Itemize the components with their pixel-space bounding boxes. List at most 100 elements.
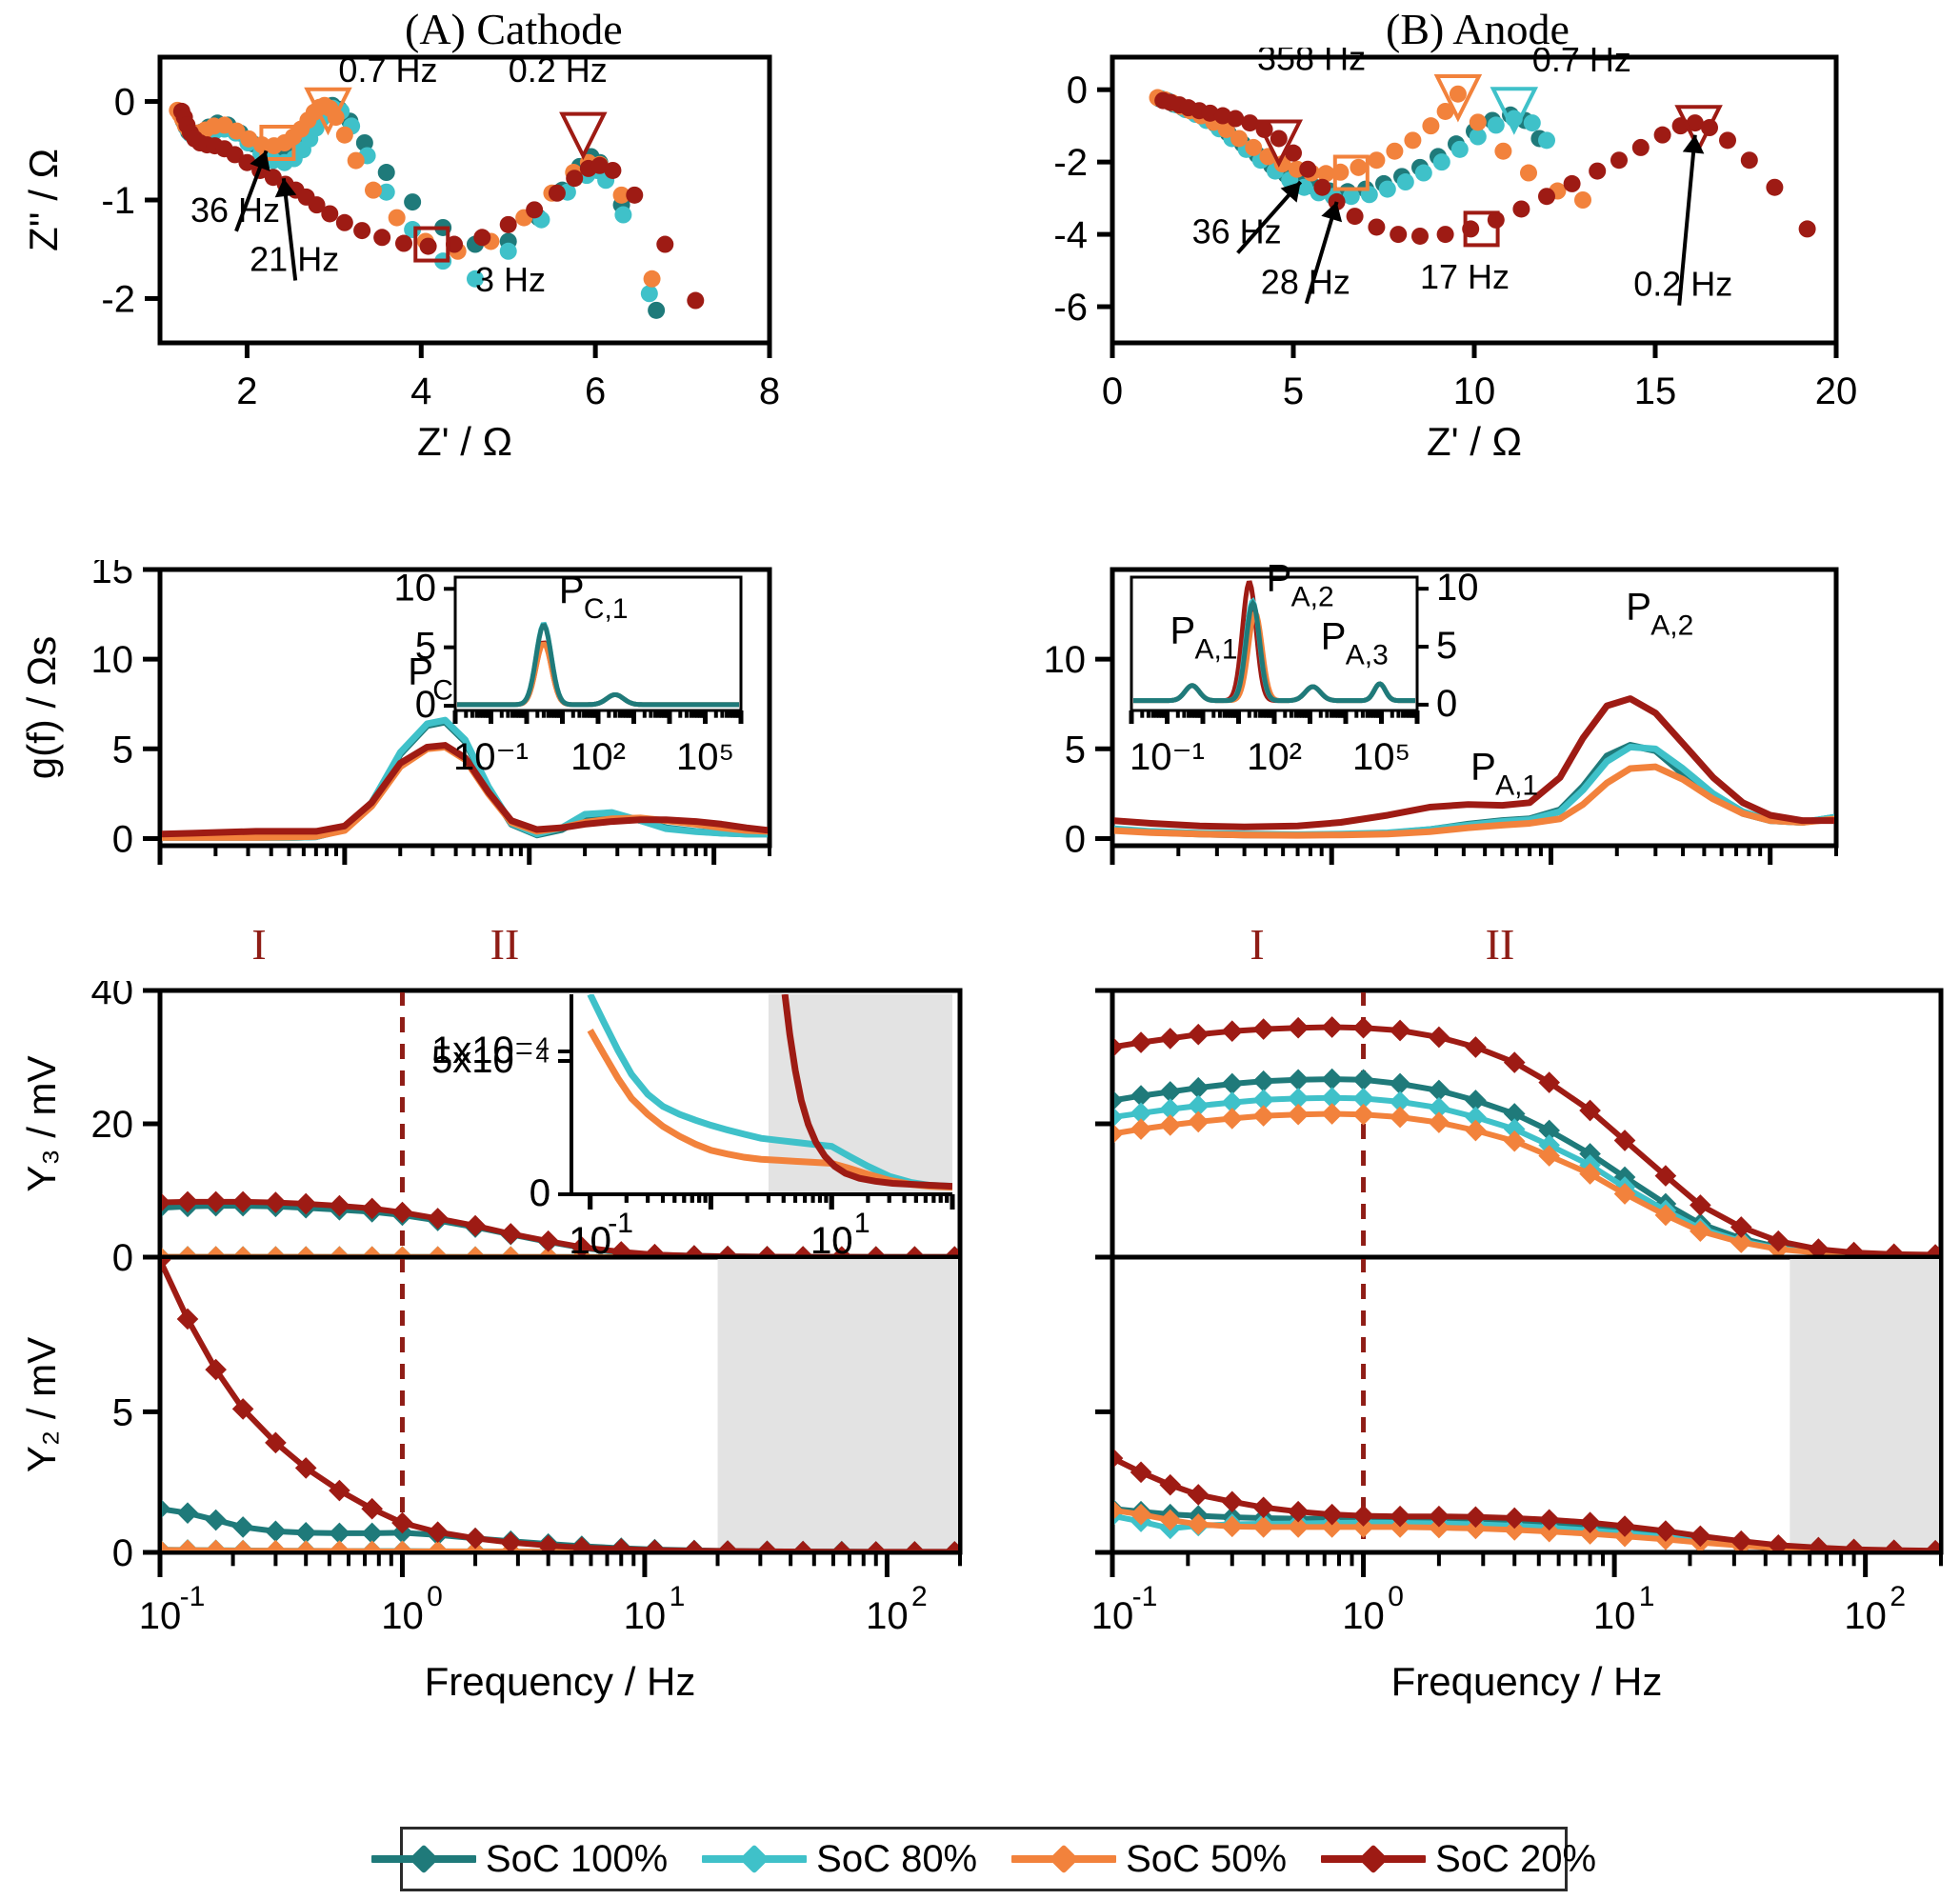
- inset-y-tick-label: 0: [415, 684, 436, 726]
- y3-data-point: [427, 1246, 449, 1255]
- inset-y-tick-label: 5: [415, 626, 436, 668]
- y2-data-point: [1690, 1525, 1711, 1548]
- y3-data-point: [265, 1246, 287, 1255]
- data-point: [1378, 180, 1396, 198]
- y2-data-point: [391, 1511, 413, 1534]
- data-point: [566, 170, 584, 188]
- y-tick-label: 5: [1065, 729, 1086, 770]
- peak-label-subscript: A,2: [1650, 610, 1693, 642]
- x-axis-label: Frequency / Hz: [425, 1659, 696, 1704]
- data-point: [1487, 116, 1505, 134]
- y-axis-label: g(f) / Ωs: [19, 636, 64, 779]
- y3-data-point: [1579, 1143, 1601, 1165]
- y3-data-point: [1883, 1243, 1906, 1255]
- y2-data-point: [1321, 1516, 1343, 1538]
- x-tick-label: 10: [866, 1595, 909, 1637]
- y2-data-point: [1613, 1515, 1636, 1537]
- y3-data-point: [1287, 1103, 1310, 1126]
- y3-data-point: [1428, 1026, 1450, 1049]
- y2-data-point: [1883, 1539, 1906, 1550]
- y2-data-point: [294, 1539, 317, 1550]
- y2-data-point: [644, 1539, 666, 1550]
- y2-data-point: [1538, 1520, 1560, 1543]
- frequency-annotation: 0.7 Hz: [1532, 48, 1631, 79]
- y-tick-label: 15: [91, 560, 134, 591]
- inset-x-tick-label: 10⁵: [1352, 736, 1410, 778]
- y3-data-point: [499, 1223, 522, 1245]
- y2-data-point: [361, 1522, 383, 1545]
- y2-data-point: [570, 1536, 593, 1550]
- data-point: [1610, 151, 1628, 170]
- y3-data-point: [1465, 1119, 1487, 1142]
- y3-data-point: [1389, 1019, 1411, 1042]
- region-marker-II-anode: II: [1486, 920, 1515, 969]
- y2-data-point: [537, 1534, 559, 1550]
- y3-data-point: [1221, 1072, 1244, 1095]
- y-tick-label: -6: [1053, 287, 1088, 329]
- open-square-marker: [1332, 154, 1370, 191]
- y2-data-point: [683, 1539, 706, 1550]
- y3-data-point: [610, 1241, 632, 1255]
- legend-marker-icon: [1049, 1844, 1079, 1874]
- y3-data-point: [1579, 1163, 1601, 1185]
- data-point: [1313, 178, 1331, 196]
- data-point: [1523, 114, 1541, 132]
- data-point: [1368, 218, 1386, 236]
- shaded-region: [717, 1259, 958, 1550]
- inset-x-tick-exponent: 1: [854, 1208, 870, 1239]
- y3-data-point: [1252, 1070, 1274, 1092]
- y2-data-point: [1252, 1496, 1274, 1519]
- data-point: [1538, 188, 1555, 206]
- y-tick-label: 0: [114, 82, 135, 124]
- y3-data-point: [464, 1214, 487, 1237]
- y3-data-point: [1187, 1110, 1210, 1133]
- y3-data-point: [716, 1245, 739, 1255]
- data-point: [365, 181, 382, 199]
- y2-data-point: [361, 1540, 383, 1550]
- inset-x-tick-exponent: -1: [608, 1208, 633, 1239]
- y3-data-point: [265, 1246, 287, 1255]
- y3-data-point: [1654, 1204, 1677, 1227]
- x-tick-exponent: 2: [911, 1581, 928, 1612]
- y-tick-label: 0: [1067, 70, 1088, 111]
- data-point: [1411, 227, 1429, 245]
- x-tick-label: 8: [759, 370, 780, 412]
- y2-data-point: [427, 1521, 449, 1544]
- y3-data-point: [361, 1197, 383, 1220]
- inset-y-tick-label: 0: [530, 1172, 550, 1214]
- y3-data-point: [1843, 1241, 1865, 1255]
- y2-data-point: [1428, 1505, 1450, 1528]
- y2-data-point: [464, 1540, 487, 1550]
- y2-data-point: [1654, 1520, 1677, 1542]
- data-point: [308, 196, 326, 214]
- data-point: [1563, 174, 1581, 192]
- y-tick-label: 10: [1044, 639, 1087, 681]
- drt-curve: [162, 742, 768, 838]
- frequency-annotation: 358 Hz: [1257, 48, 1366, 77]
- y-tick-label: -4: [1053, 214, 1088, 256]
- y2-data-point: [391, 1540, 413, 1550]
- annotation-arrow: [1677, 134, 1697, 306]
- inset-x-tick-label: 10: [810, 1220, 853, 1262]
- y2-data-point: [1159, 1473, 1182, 1496]
- data-point: [1396, 173, 1414, 191]
- x-tick-label: 6: [585, 370, 606, 412]
- inset-drt-curve: [457, 623, 739, 708]
- data-point: [1368, 151, 1386, 170]
- y2-data-point: [756, 1540, 778, 1550]
- y-tick-label: 0: [112, 1237, 133, 1279]
- legend-item-1: SoC 80%: [685, 1838, 994, 1881]
- data-point: [1494, 142, 1512, 160]
- inset-peak-label-subscript: A,3: [1346, 639, 1389, 670]
- y2-data-point: [1465, 1506, 1487, 1529]
- open-square-marker: [413, 226, 450, 263]
- y3-data-point: [1538, 1119, 1560, 1142]
- data-point: [548, 184, 566, 202]
- y3-data-point: [1130, 1118, 1152, 1140]
- data-point: [1386, 142, 1404, 160]
- open-triangle-marker: [559, 111, 608, 161]
- y3-data-point: [1321, 1103, 1343, 1125]
- region-marker-II-cathode: II: [490, 920, 520, 969]
- data-point: [1436, 226, 1454, 244]
